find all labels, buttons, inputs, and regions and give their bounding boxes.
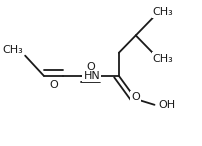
Text: O: O xyxy=(49,80,57,90)
Text: HN: HN xyxy=(83,71,100,81)
Text: CH₃: CH₃ xyxy=(152,54,173,64)
Text: CH₃: CH₃ xyxy=(152,7,173,17)
Text: O: O xyxy=(86,62,95,72)
Text: CH₃: CH₃ xyxy=(2,45,23,55)
Text: OH: OH xyxy=(158,100,175,110)
Text: O: O xyxy=(131,92,139,102)
